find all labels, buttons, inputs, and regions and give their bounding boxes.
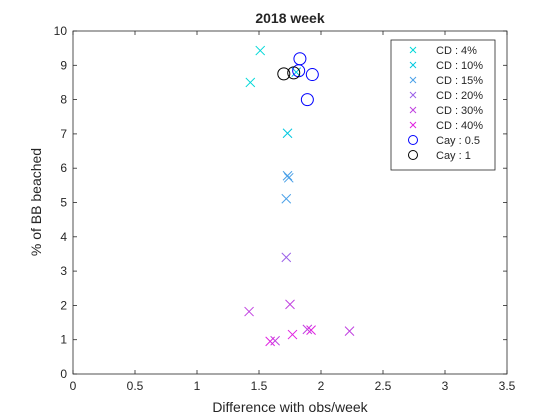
data-marks: [244, 45, 355, 347]
legend-marker-stroke: [409, 76, 417, 84]
y-tick-label: 3: [60, 264, 67, 278]
x-marker: [306, 325, 316, 335]
legend: CD : 4% CD : 10% CD : 15% CD : 20% CD : 30% C…: [390, 39, 496, 171]
x-marker-stroke: [282, 128, 293, 139]
x-marker-stroke: [281, 252, 292, 263]
legend-label: CD : 20%: [436, 90, 483, 102]
y-tick-label: 9: [60, 58, 67, 72]
x-marker: [255, 45, 266, 56]
x-marker-stroke: [285, 299, 295, 310]
y-tick-label: 7: [60, 127, 67, 141]
x-marker: [287, 329, 298, 340]
chart-title: 2018 week: [255, 10, 324, 26]
legend-label: CD : 40%: [436, 120, 483, 132]
circle-marker: [287, 66, 301, 80]
x-tick-label: 1: [194, 379, 201, 393]
x-marker-stroke: [344, 326, 355, 336]
legend-marker: [409, 76, 417, 84]
x-marker: [265, 336, 276, 347]
y-tick-label: 5: [60, 196, 67, 210]
x-marker-stroke: [244, 306, 254, 317]
x-marker-stroke: [281, 193, 292, 204]
y-axis-label: % of BB beached: [28, 148, 44, 256]
legend-marker: [408, 150, 418, 160]
x-marker-stroke: [291, 67, 302, 78]
x-tick-label: 1.5: [251, 379, 268, 393]
legend-label: CD : 4%: [436, 45, 477, 57]
y-tick-label: 10: [54, 24, 68, 38]
x-marker-stroke: [255, 45, 266, 56]
legend-label: Cay : 0.5: [436, 135, 480, 147]
legend-label: CD : 15%: [436, 75, 483, 87]
x-marker: [283, 172, 294, 183]
x-tick-label: 0: [70, 379, 77, 393]
legend-label: Cay : 1: [436, 150, 471, 162]
legend-marker-stroke: [409, 121, 417, 129]
legend-marker-stroke: [409, 91, 417, 99]
legend-marker-stroke: [409, 61, 417, 69]
circle-marker: [305, 68, 319, 82]
y-tick-label: 6: [60, 161, 67, 175]
legend-marker: [409, 91, 417, 99]
legend-label: CD : 10%: [436, 60, 483, 72]
x-tick-label: 3.5: [499, 379, 516, 393]
x-axis: 0 0.5 1 1.5 2 2.5 3 3.5: [70, 31, 516, 393]
x-marker: [285, 299, 295, 310]
x-marker: [281, 252, 292, 263]
x-marker: [244, 306, 254, 317]
circle-marker: [277, 67, 291, 81]
x-marker-stroke: [302, 324, 313, 335]
x-marker: [282, 170, 293, 181]
x-marker: [245, 77, 256, 88]
x-marker: [281, 193, 292, 204]
x-marker-stroke: [282, 170, 293, 181]
x-marker-stroke: [287, 329, 298, 340]
y-tick-label: 4: [60, 230, 67, 244]
x-tick-label: 2.5: [375, 379, 392, 393]
x-marker-stroke: [306, 325, 316, 335]
x-marker: [344, 326, 355, 336]
circle-marker: [300, 93, 314, 107]
x-marker-stroke: [245, 77, 256, 88]
legend-box: [390, 39, 496, 171]
y-tick-label: 0: [60, 367, 67, 381]
legend-marker: [409, 106, 417, 114]
legend-marker: [408, 135, 418, 145]
x-axis-label: Difference with obs/week: [212, 399, 368, 415]
x-marker: [302, 324, 313, 335]
x-tick-label: 0.5: [127, 379, 144, 393]
y-tick-label: 2: [60, 298, 67, 312]
legend-marker-stroke: [409, 106, 417, 114]
x-marker-stroke: [265, 336, 276, 347]
legend-marker: [409, 61, 417, 69]
y-tick-label: 1: [60, 333, 67, 347]
x-marker: [282, 128, 293, 139]
legend-marker: [409, 121, 417, 129]
legend-marker: [409, 46, 417, 54]
y-tick-label: 8: [60, 93, 67, 107]
legend-marker-stroke: [409, 46, 417, 54]
legend-label: CD : 30%: [436, 105, 483, 117]
x-marker-stroke: [283, 172, 294, 183]
y-axis: 0 1 2 3 4 5 6 7 8 9 10: [54, 24, 507, 381]
x-tick-label: 3: [442, 379, 449, 393]
x-tick-label: 2: [318, 379, 325, 393]
